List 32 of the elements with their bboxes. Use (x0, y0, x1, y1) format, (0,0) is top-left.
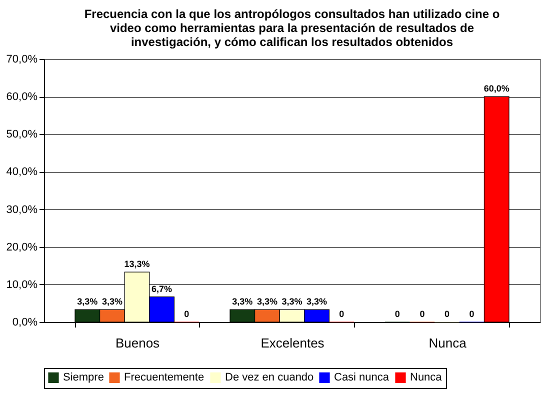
legend-label: Nunca (410, 372, 443, 384)
legend-label: Casi nunca (334, 372, 390, 384)
legend-label: Siempre (63, 372, 104, 384)
y-tick-label: 0,0% (12, 316, 38, 328)
data-label: 3,3% (282, 296, 302, 307)
data-label: 13,3% (124, 259, 150, 270)
data-label: 0 (469, 309, 474, 319)
data-label: 0 (184, 309, 190, 319)
data-label: 3,3% (232, 296, 253, 307)
chart-title: Frecuencia con la que los antropólogos consultados han utilizado cine o video como herramientas para la presentación de resultados de investigación, y cómo califican los resultados obtenidos (84, 7, 500, 49)
data-label: 0 (394, 309, 400, 319)
y-tick-label: 50,0% (6, 128, 38, 141)
data-label: 0 (444, 309, 450, 319)
y-tick-label: 30,0% (6, 204, 38, 216)
data-label: 3,3% (256, 296, 278, 307)
data-label: 0 (339, 309, 344, 319)
data-label: 0 (420, 309, 425, 319)
x-tick-label: Nunca (428, 336, 468, 350)
data-label: 3,3% (102, 296, 122, 307)
y-tick-label: 10,0% (6, 278, 38, 291)
data-label: 3,3% (306, 296, 328, 307)
y-tick-label: 40,0% (6, 166, 38, 178)
x-tick-label: Excelentes (260, 336, 325, 350)
y-tick-label: 20,0% (6, 241, 38, 254)
data-label: 60,0% (484, 84, 510, 94)
y-tick-label: 70,0% (6, 54, 38, 66)
data-label: 6,7% (152, 284, 172, 294)
y-tick-label: 60,0% (6, 91, 38, 104)
legend-label: De vez en cuando (225, 372, 314, 384)
x-tick-label: Buenos (115, 336, 160, 350)
data-label: 3,3% (77, 296, 98, 307)
legend-label: Frecuentemente (124, 372, 204, 384)
